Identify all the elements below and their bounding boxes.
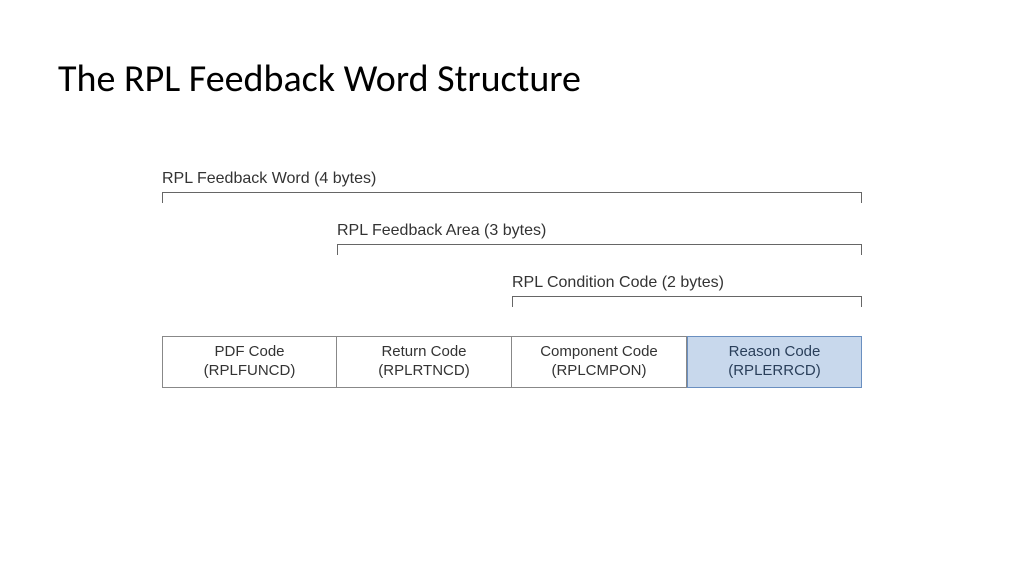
byte-cells-row: PDF Code (RPLFUNCD) Return Code (RPLRTNC… xyxy=(162,336,862,388)
bracket-line xyxy=(162,192,862,193)
cell-line1: Component Code xyxy=(540,343,658,360)
cell-reason-code: Reason Code (RPLERRCD) xyxy=(687,336,862,388)
cell-component-code: Component Code (RPLCMPON) xyxy=(512,336,687,388)
bracket-feedback-word: RPL Feedback Word (4 bytes) xyxy=(162,170,862,218)
bracket-feedback-area: RPL Feedback Area (3 bytes) xyxy=(162,222,862,270)
bracket-condition-code: RPL Condition Code (2 bytes) xyxy=(162,274,862,322)
rpl-structure-diagram: RPL Feedback Word (4 bytes) RPL Feedback… xyxy=(162,170,862,314)
cell-line2: (RPLRTNCD) xyxy=(378,362,469,379)
cell-return-code: Return Code (RPLRTNCD) xyxy=(337,336,512,388)
bracket-line xyxy=(337,244,862,245)
cell-line2: (RPLERRCD) xyxy=(728,362,821,379)
bracket-line xyxy=(512,296,862,297)
cell-line2: (RPLCMPON) xyxy=(551,362,646,379)
bracket-label: RPL Feedback Word (4 bytes) xyxy=(162,170,376,188)
bracket-label: RPL Condition Code (2 bytes) xyxy=(512,274,724,292)
cell-pdf-code: PDF Code (RPLFUNCD) xyxy=(162,336,337,388)
cell-line1: PDF Code xyxy=(214,343,284,360)
cell-line2: (RPLFUNCD) xyxy=(204,362,296,379)
bracket-label: RPL Feedback Area (3 bytes) xyxy=(337,222,546,240)
cell-line1: Return Code xyxy=(381,343,466,360)
page-title: The RPL Feedback Word Structure xyxy=(58,56,581,102)
cell-line1: Reason Code xyxy=(729,343,821,360)
